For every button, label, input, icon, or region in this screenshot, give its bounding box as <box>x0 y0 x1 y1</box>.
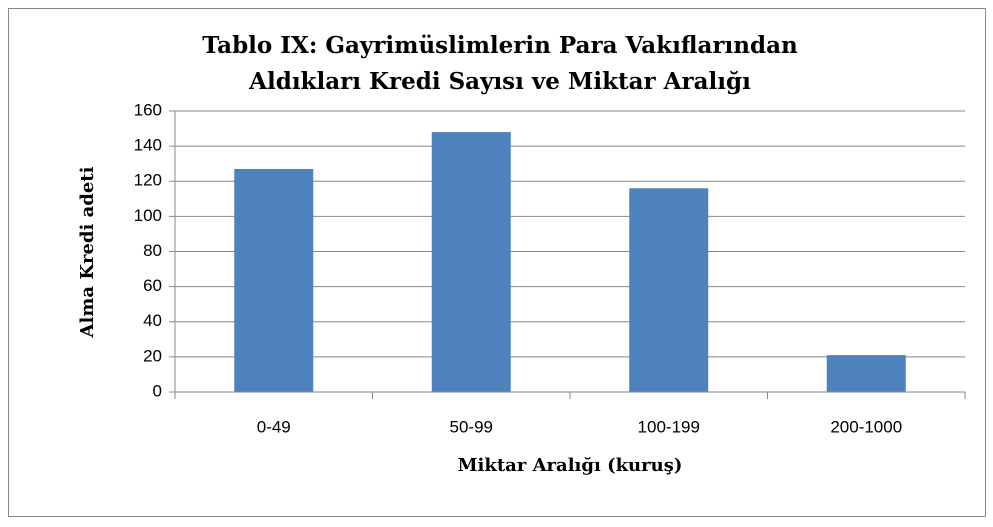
y-tick-label: 80 <box>143 241 162 260</box>
y-tick-label: 60 <box>143 276 162 295</box>
x-axis-label: Miktar Aralığı (kuruş) <box>458 455 683 476</box>
bar <box>234 168 314 392</box>
y-tick-label: 120 <box>134 171 162 190</box>
x-tick-label: 200-1000 <box>830 417 902 436</box>
y-tick-label: 140 <box>134 136 162 155</box>
y-tick-label: 40 <box>143 311 162 330</box>
x-tick-label: 50-99 <box>450 417 493 436</box>
bar <box>431 132 511 392</box>
chart-title: Tablo IX: Gayrimüslimlerin Para Vakıflar… <box>202 32 798 59</box>
bar <box>629 188 709 392</box>
bar <box>826 355 906 392</box>
y-tick-label: 20 <box>143 346 162 365</box>
chart-title: Aldıkları Kredi Sayısı ve Miktar Aralığı <box>248 68 751 95</box>
x-tick-label: 100-199 <box>638 417 700 436</box>
y-tick-label: 100 <box>134 206 162 225</box>
x-tick-label: 0-49 <box>257 417 291 436</box>
y-tick-label: 0 <box>153 381 162 400</box>
y-tick-label: 160 <box>134 100 162 119</box>
y-axis-label: Alma Kredi adeti <box>77 166 98 338</box>
